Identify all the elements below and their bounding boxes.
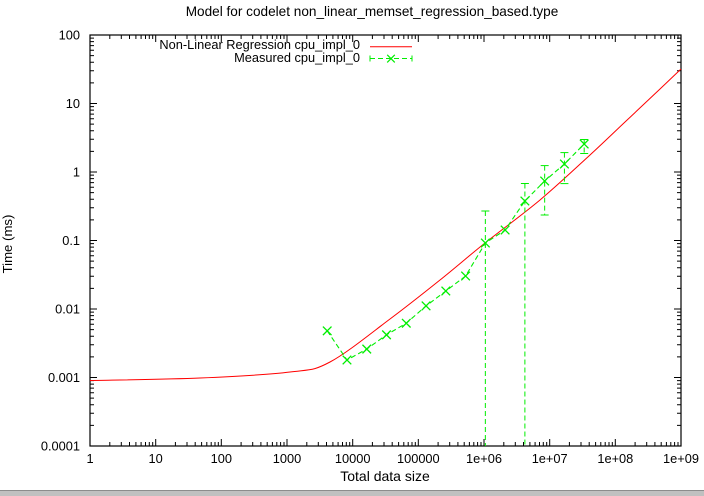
- svg-text:1e+08: 1e+08: [597, 451, 633, 466]
- svg-text:1: 1: [86, 451, 93, 466]
- svg-text:Time (ms): Time (ms): [0, 215, 15, 274]
- svg-text:100000: 100000: [397, 451, 440, 466]
- svg-text:Total data size: Total data size: [340, 468, 430, 484]
- svg-text:Measured cpu_impl_0: Measured cpu_impl_0: [234, 50, 360, 65]
- svg-text:0.01: 0.01: [55, 301, 80, 316]
- svg-text:10: 10: [149, 451, 163, 466]
- svg-text:0.001: 0.001: [48, 370, 80, 385]
- svg-text:1e+06: 1e+06: [466, 451, 502, 466]
- svg-text:1e+07: 1e+07: [532, 451, 568, 466]
- svg-text:10000: 10000: [335, 451, 371, 466]
- svg-text:1e+09: 1e+09: [663, 451, 699, 466]
- svg-text:0.1: 0.1: [62, 233, 80, 248]
- svg-text:100: 100: [211, 451, 232, 466]
- svg-text:Model for codelet non_linear_m: Model for codelet non_linear_memset_regr…: [186, 4, 559, 19]
- svg-text:1: 1: [73, 164, 80, 179]
- svg-text:0.0001: 0.0001: [41, 438, 80, 453]
- svg-text:10: 10: [66, 96, 80, 111]
- svg-text:100: 100: [59, 27, 80, 42]
- svg-text:1000: 1000: [273, 451, 301, 466]
